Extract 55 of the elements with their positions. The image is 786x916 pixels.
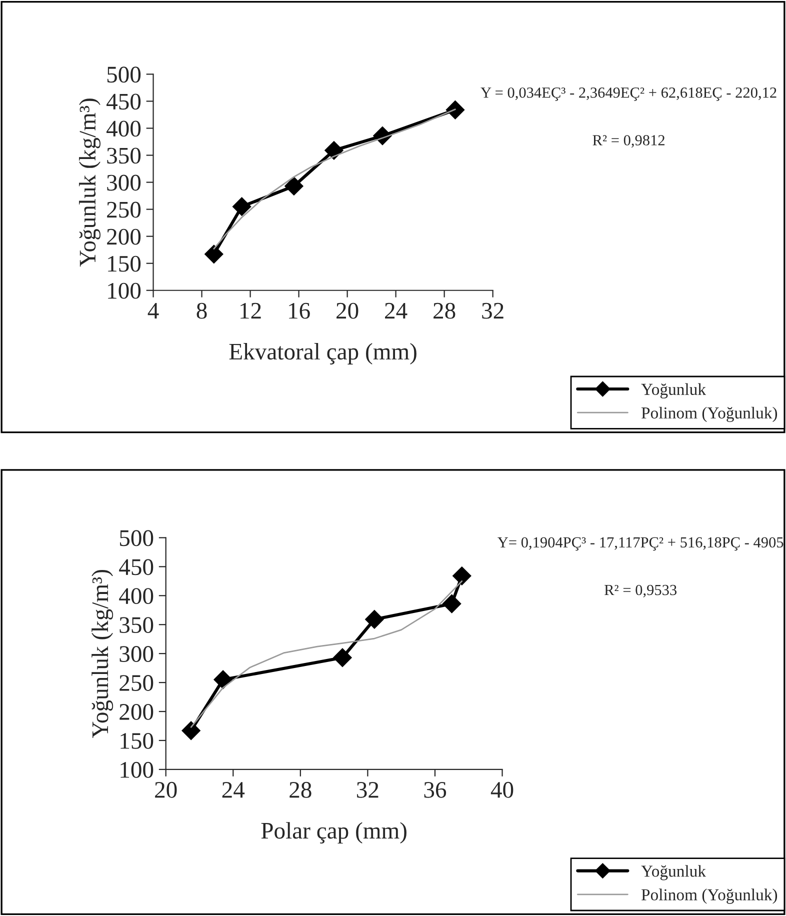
point xyxy=(365,610,384,629)
x-tick-label: 16 xyxy=(289,302,310,319)
legend-label: Polinom (Yoğunluk) xyxy=(641,406,778,422)
y-tick-label: 500 xyxy=(107,66,141,83)
y-tick-label: 250 xyxy=(120,675,154,691)
x-tick-label: 32 xyxy=(482,302,504,319)
x-tick-label: 28 xyxy=(434,302,456,319)
point xyxy=(446,100,465,120)
y-tick-label: 100 xyxy=(120,762,154,778)
text: R² = 0,9812 xyxy=(592,135,664,148)
annotation: Y = 0,034EÇ³ - 2,3649EÇ² + 62,618EÇ - 220,12 xyxy=(480,87,776,101)
y-tick-label: 100 xyxy=(108,282,141,299)
point xyxy=(232,197,252,216)
y-tick-label: 300 xyxy=(120,646,154,662)
y-axis-title: Yoğunluk (kg/m³) xyxy=(92,570,114,738)
y-tick-label: 450 xyxy=(119,559,154,576)
x-tick-label: 24 xyxy=(222,782,245,798)
y-tick-label: 450 xyxy=(106,94,141,110)
y-tick-label: 400 xyxy=(119,588,154,604)
y-tick-label: 350 xyxy=(120,617,154,634)
x-tick-label: 20 xyxy=(336,302,358,319)
y-tick-label: 250 xyxy=(107,202,141,218)
point xyxy=(214,670,232,689)
legend-label: Yoğunluk xyxy=(641,865,706,880)
legend-label: Yoğunluk xyxy=(641,383,706,398)
y-tick-label: 300 xyxy=(107,174,141,191)
annotation: Y= 0,1904PÇ³ - 17,117PÇ² + 516,18PÇ - 4905 xyxy=(498,537,784,551)
y-tick-label: 500 xyxy=(120,530,154,546)
x-tick-label: 12 xyxy=(240,302,261,319)
y-tick-label: 150 xyxy=(120,732,154,749)
y-tick-label: 350 xyxy=(107,148,141,164)
point xyxy=(333,648,352,667)
x-tick-label: 36 xyxy=(424,782,446,798)
point xyxy=(442,594,462,614)
y-tick-label: 400 xyxy=(106,120,141,137)
y-tick-label: 200 xyxy=(107,228,141,245)
point xyxy=(204,244,224,264)
legend-label: Polinom (Yoğunluk) xyxy=(641,888,778,904)
x-tick-label: 20 xyxy=(155,782,177,798)
point xyxy=(182,721,200,740)
x-tick-label: 28 xyxy=(290,782,312,798)
x-axis-title: Ekvatoral çap (mm) xyxy=(229,343,416,364)
x-tick-label: 32 xyxy=(357,782,378,798)
x-tick-label: 24 xyxy=(385,302,408,319)
y-tick-label: 150 xyxy=(108,256,141,272)
text: R² = 0,9533 xyxy=(604,584,677,598)
y-axis-title: Yoğunluk (kg/m³) xyxy=(79,98,100,267)
x-axis-title: Polar çap (mm) xyxy=(261,822,406,844)
x-tick-label: 40 xyxy=(490,782,514,798)
point xyxy=(324,141,344,160)
y-tick-label: 200 xyxy=(120,704,154,720)
x-tick-label: 8 xyxy=(196,302,207,319)
x-tick-label: 4 xyxy=(148,303,159,319)
point xyxy=(284,176,304,196)
point xyxy=(452,566,472,586)
